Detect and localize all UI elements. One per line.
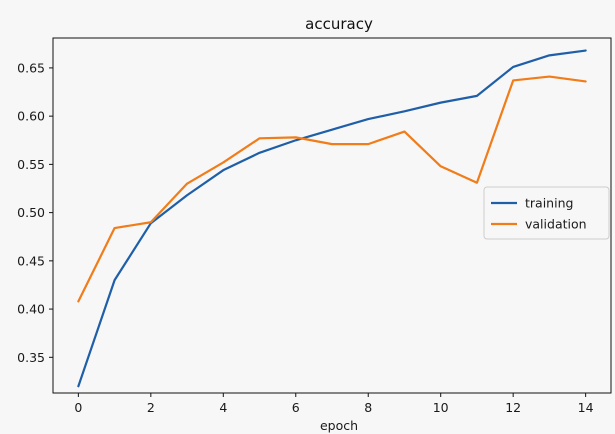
series-layer xyxy=(77,49,587,388)
legend-label-validation: validation xyxy=(525,217,587,232)
series-line-validation xyxy=(77,75,587,303)
y-tick-label: 0.60 xyxy=(17,109,45,124)
x-tick-label: 8 xyxy=(364,400,372,415)
x-tick-label: 10 xyxy=(433,400,449,415)
y-tick-label: 0.35 xyxy=(17,350,45,365)
y-tick-label: 0.40 xyxy=(17,302,45,317)
legend: training validation xyxy=(483,186,610,240)
x-axis-title: epoch xyxy=(320,418,358,433)
y-tick-label: 0.65 xyxy=(17,60,45,75)
chart-title: accuracy xyxy=(305,15,373,33)
y-tick-label: 0.50 xyxy=(17,205,45,220)
y-tick-label: 0.55 xyxy=(17,157,45,172)
x-tick-label: 0 xyxy=(74,400,82,415)
legend-box xyxy=(483,186,610,240)
series-line-training xyxy=(77,49,587,388)
y-axis: 0.35 0.40 0.45 0.50 0.55 0.60 0.65 xyxy=(17,60,53,365)
x-tick-label: 4 xyxy=(219,400,227,415)
legend-label-training: training xyxy=(525,196,573,211)
x-tick-label: 6 xyxy=(292,400,300,415)
x-axis: 0 2 4 6 8 10 12 14 xyxy=(74,393,594,415)
x-tick-label: 2 xyxy=(147,400,155,415)
x-tick-label: 14 xyxy=(578,400,594,415)
x-tick-label: 12 xyxy=(505,400,521,415)
y-tick-label: 0.45 xyxy=(17,253,45,268)
